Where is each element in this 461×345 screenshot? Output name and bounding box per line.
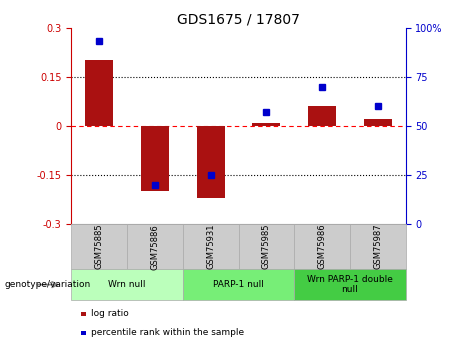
Text: log ratio: log ratio [91, 309, 129, 318]
Bar [253, 123, 280, 126]
Text: GSM75985: GSM75985 [262, 224, 271, 269]
Bar [197, 126, 225, 198]
Text: Wrn PARP-1 double
null: Wrn PARP-1 double null [307, 275, 393, 294]
Text: genotype/variation: genotype/variation [5, 280, 91, 289]
Bar [364, 119, 392, 126]
Text: percentile rank within the sample: percentile rank within the sample [91, 328, 244, 337]
Bar [85, 60, 113, 126]
Bar [141, 126, 169, 191]
Text: GSM75987: GSM75987 [373, 224, 382, 269]
Text: GSM75886: GSM75886 [150, 224, 160, 269]
Bar [308, 106, 336, 126]
Text: GSM75986: GSM75986 [318, 224, 327, 269]
Title: GDS1675 / 17807: GDS1675 / 17807 [177, 12, 300, 27]
Text: GSM75885: GSM75885 [95, 224, 104, 269]
Text: GSM75931: GSM75931 [206, 224, 215, 269]
Text: PARP-1 null: PARP-1 null [213, 280, 264, 289]
Text: Wrn null: Wrn null [108, 280, 146, 289]
